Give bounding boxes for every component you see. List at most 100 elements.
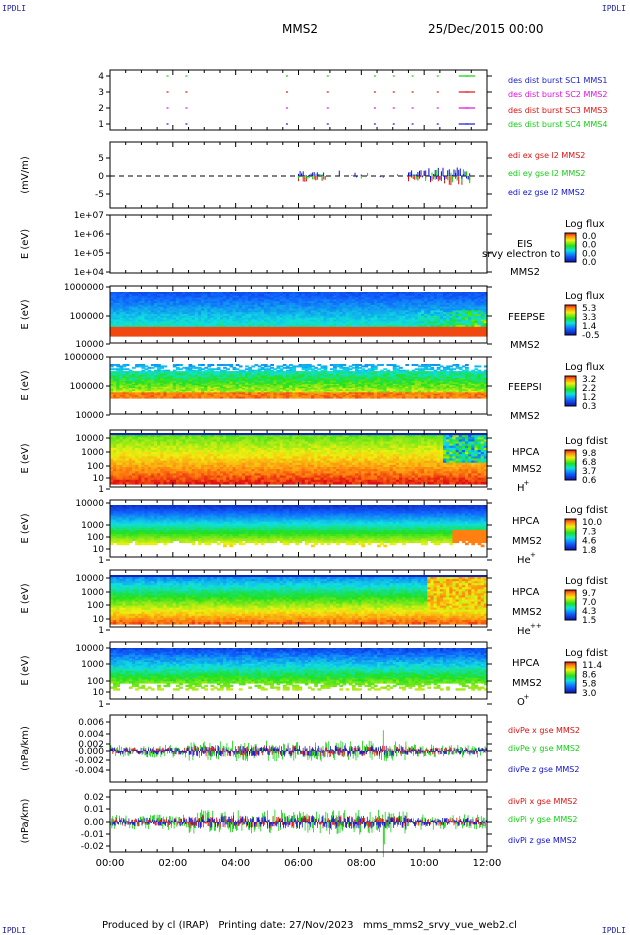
spectrogram-cell-feeps_e (458, 326, 463, 330)
spectrogram-cell-feeps_e (351, 326, 356, 330)
spectrogram-cell-feeps_e (219, 292, 224, 295)
spectrogram-cell-feeps_e (386, 325, 391, 328)
spectrogram-cell-feeps_e (194, 328, 199, 332)
spectrogram-cell-feeps_e (160, 334, 165, 337)
spectrogram-cell-feeps_e (455, 323, 460, 326)
spectrogram-cell-feeps_e (169, 321, 174, 324)
spectrogram-cell-feeps_e (248, 303, 252, 306)
spectrogram-cell-feeps_e (333, 319, 337, 322)
spectrogram-cell-feeps_e (270, 321, 274, 324)
spectrogram-cell-feeps_e (188, 334, 193, 337)
spectrogram-cell-feeps_e (421, 303, 425, 306)
spectrogram-cell-feeps_e (314, 304, 318, 308)
spectrogram-cell-feeps_e (439, 319, 444, 322)
spectrogram-cell-feeps_e (395, 325, 400, 328)
spectrogram-cell-feeps_e (323, 319, 328, 322)
spectrogram-cell-feeps_e (172, 323, 177, 326)
spectrogram-cell-feeps_e (311, 325, 315, 328)
spectrogram-cell-feeps_e (392, 303, 397, 306)
spectrogram-cell-feeps_e (314, 301, 318, 304)
spectrogram-cell-feeps_e (157, 326, 161, 330)
spectrogram-cell-feeps_e (389, 321, 394, 324)
spectrogram-cell-feeps_e (342, 306, 347, 310)
spectrogram-cell-feeps_e (179, 315, 183, 319)
spectrogram-cell-feeps_e (160, 297, 165, 300)
spectrogram-cell-feeps_e (311, 319, 315, 322)
spectrogram-cell-feeps_e (276, 315, 281, 319)
spectrogram-cell-feeps_e (307, 297, 312, 300)
spectrogram-cell-feeps_e (163, 293, 168, 297)
spectrogram-cell-feeps_e (251, 295, 256, 299)
spectrogram-cell-feeps_e (125, 301, 130, 304)
spectrogram-cell-feeps_e (125, 297, 130, 300)
spectrogram-cell-feeps_e (179, 306, 183, 310)
spectrogram-cell-feeps_e (241, 334, 246, 337)
spectrogram-cell-feeps_e (405, 308, 410, 311)
spectrogram-cell-feeps_e (329, 332, 334, 335)
spectrogram-cell-feeps_e (439, 304, 444, 308)
spectrogram-cell-feeps_e (153, 315, 158, 319)
spectrogram-cell-feeps_e (135, 334, 139, 337)
spectrogram-cell-feeps_e (430, 323, 435, 326)
spectrogram-cell-feeps_e (207, 326, 212, 330)
spectrogram-cell-feeps_e (439, 321, 444, 324)
spectrogram-cell-feeps_e (461, 325, 466, 328)
spectrogram-cell-feeps_e (147, 292, 152, 295)
spectrogram-cell-feeps_e (210, 306, 215, 310)
spectrogram-cell-feeps_e (245, 297, 249, 300)
spectrogram-cell-feeps_e (131, 334, 136, 337)
spectrogram-cell-feeps_e (223, 321, 227, 324)
spectrogram-cell-feeps_e (172, 326, 177, 330)
spectrogram-cell-feeps_e (153, 317, 158, 321)
spectrogram-cell-feeps_e (377, 328, 381, 332)
spectrogram-cell-feeps_e (147, 301, 152, 304)
spectrogram-cell-feeps_e (226, 330, 230, 333)
spectrogram-cell-feeps_e (125, 303, 130, 306)
spectrogram-cell-feeps_e (285, 310, 290, 313)
spectrogram-cell-feeps_e (229, 312, 234, 315)
spectrogram-cell-feeps_e (358, 321, 362, 324)
spectrogram-cell-feeps_e (364, 321, 369, 324)
spectrogram-cell-feeps_e (433, 321, 438, 324)
spectrogram-cell-feeps_e (408, 332, 413, 335)
spectrogram-cell-feeps_e (377, 314, 381, 317)
spectrogram-cell-feeps_e (157, 303, 161, 306)
spectrogram-cell-feeps_e (144, 332, 149, 335)
spectrogram-cell-feeps_e (219, 306, 224, 310)
spectrogram-cell-feeps_e (119, 315, 124, 319)
spectrogram-cell-feeps_e (377, 297, 381, 300)
spectrogram-cell-feeps_e (436, 323, 441, 326)
spectrogram-cell-feeps_e (424, 299, 428, 302)
spectrogram-cell-feeps_e (175, 323, 180, 326)
spectrogram-cell-feeps_e (452, 303, 457, 306)
spectrogram-cell-feeps_e (257, 314, 262, 317)
spectrogram-cell-feeps_e (141, 292, 146, 295)
spectrogram-cell-feeps_e (169, 295, 174, 299)
spectrogram-cell-feeps_e (169, 297, 174, 300)
spectrogram-cell-feeps_e (373, 293, 378, 297)
spectrogram-cell-feeps_e (364, 295, 369, 299)
spectrogram-cell-feeps_e (386, 317, 391, 321)
spectrogram-cell-feeps_e (191, 315, 196, 319)
spectrogram-cell-feeps_e (408, 306, 413, 310)
spectrogram-cell-feeps_e (238, 323, 243, 326)
spectrogram-cell-feeps_e (326, 317, 331, 321)
spectrogram-cell-feeps_e (452, 293, 457, 297)
spectrogram-cell-feeps_e (116, 321, 121, 324)
spectrogram-cell-feeps_e (417, 312, 422, 315)
spectrogram-cell-feeps_e (147, 303, 152, 306)
spectrogram-cell-feeps_e (216, 299, 221, 302)
spectrogram-cell-feeps_e (449, 297, 454, 300)
spectrogram-cell-feeps_e (348, 292, 353, 295)
spectrogram-cell-feeps_e (443, 303, 447, 306)
spectrogram-cell-feeps_e (326, 304, 331, 308)
spectrogram-cell-feeps_e (219, 308, 224, 311)
spectrogram-cell-feeps_e (421, 314, 425, 317)
spectrogram-cell-feeps_e (157, 297, 161, 300)
spectrogram-cell-feeps_e (395, 292, 400, 295)
spectrogram-cell-feeps_e (260, 321, 265, 324)
spectrogram-cell-feeps_e (135, 299, 139, 302)
spectrogram-cell-feeps_e (235, 295, 240, 299)
spectrogram-cell-feeps_e (197, 334, 202, 337)
spectrogram-cell-feeps_e (241, 301, 246, 304)
